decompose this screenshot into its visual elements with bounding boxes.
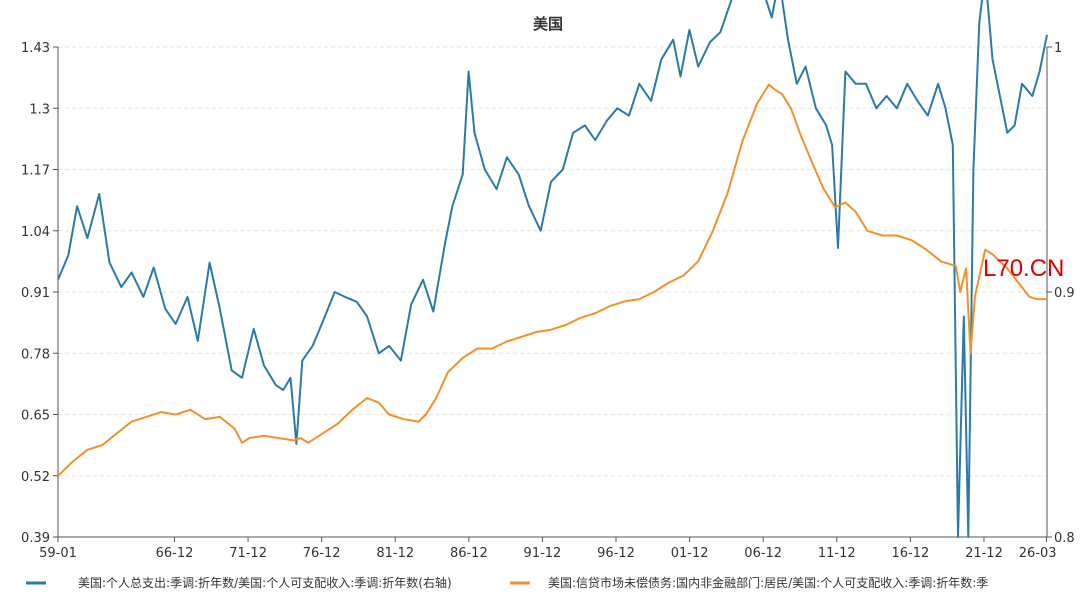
left-tick-label: 0.65	[21, 409, 50, 424]
right-tick-label: 0.8	[1054, 531, 1075, 546]
left-tick-label: 0.91	[21, 286, 50, 301]
right-tick-label: 1	[1054, 41, 1062, 56]
watermark: L70.CN	[983, 255, 1064, 282]
left-tick-label: 0.78	[21, 347, 50, 362]
x-tick-label: 21-12	[965, 546, 1003, 561]
x-tick-label: 96-12	[597, 546, 635, 561]
x-tick-label: 76-12	[303, 546, 341, 561]
left-tick-label: 1.17	[21, 164, 50, 179]
legend-label-series-2[interactable]: 美国:信贷市场未偿债务:国内非金融部门:居民/美国:个人可支配收入:季调:折年数…	[548, 575, 988, 590]
series-line-1	[57, 0, 1048, 538]
x-tick-label: 86-12	[450, 546, 488, 561]
left-tick-label: 0.52	[21, 470, 50, 485]
x-tick-label: 91-12	[524, 546, 562, 561]
series-lines	[57, 0, 1048, 538]
left-axis-ticks: 0.39 0.52 0.65 0.78 0.91 1.04 1.17 1.3 1.43	[21, 41, 58, 546]
left-tick-label: 1.04	[21, 225, 50, 240]
x-tick-label: 71-12	[229, 546, 267, 561]
right-tick-label: 0.9	[1054, 286, 1075, 301]
legend-label-series-1[interactable]: 美国:个人总支出:季调:折年数/美国:个人可支配收入:季调:折年数(右轴)	[78, 575, 452, 590]
left-tick-label: 1.43	[21, 41, 50, 56]
x-tick-label: 66-12	[156, 546, 194, 561]
left-tick-label: 1.3	[29, 102, 50, 117]
x-tick-label: 59-01	[39, 546, 77, 561]
legend[interactable]: 美国:个人总支出:季调:折年数/美国:个人可支配收入:季调:折年数(右轴) 美国…	[26, 575, 988, 590]
x-tick-label: 26-03	[1019, 546, 1057, 561]
x-axis-ticks: 59-01 66-12 71-12 76-12 81-12 86-12 91-12 96-12…	[39, 537, 1057, 561]
left-tick-label: 0.39	[21, 531, 50, 546]
x-tick-label: 06-12	[744, 546, 782, 561]
series-line-2	[57, 83, 1047, 477]
x-tick-label: 16-12	[891, 546, 929, 561]
x-tick-label: 11-12	[818, 546, 856, 561]
grid-lines	[58, 46, 1047, 477]
right-axis-ticks: 0.8 0.9 1	[1047, 41, 1075, 546]
x-tick-label: 01-12	[671, 546, 709, 561]
x-tick-label: 81-12	[376, 546, 414, 561]
chart-title: 美国	[533, 15, 563, 33]
